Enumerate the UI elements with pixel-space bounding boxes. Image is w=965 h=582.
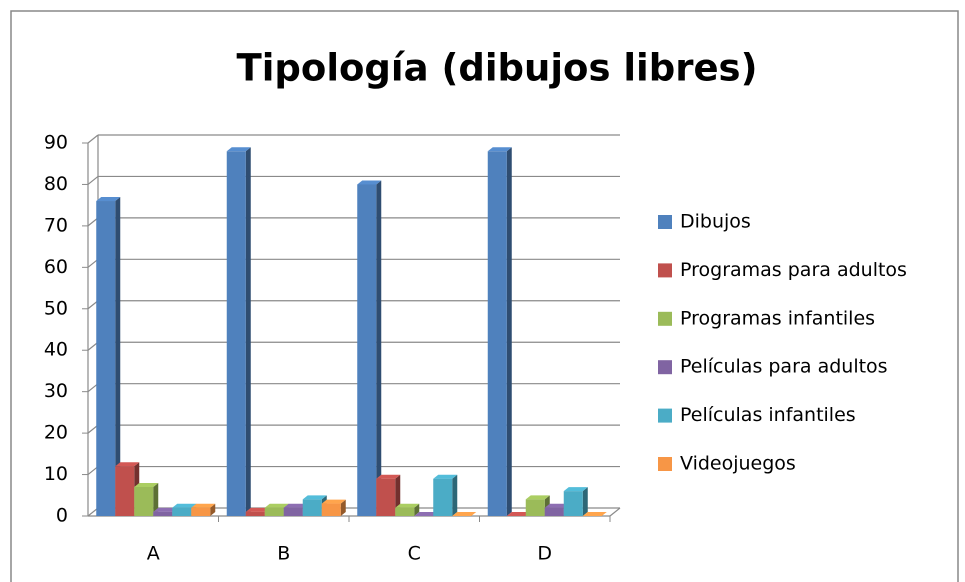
bar-top — [563, 487, 588, 492]
bar — [433, 478, 453, 516]
grid-line-side — [87, 134, 99, 144]
chart-title: Tipología (dibujos libres) — [237, 47, 758, 90]
y-tick-label: 70 — [44, 214, 68, 236]
bar — [544, 507, 564, 516]
bar-side — [376, 180, 382, 516]
bar-top — [525, 495, 550, 500]
bar — [487, 151, 507, 517]
bar-top — [153, 507, 178, 512]
bar-top — [544, 503, 569, 508]
bar-top — [433, 474, 458, 479]
x-tick-label: B — [277, 543, 290, 565]
bar-top — [357, 180, 382, 185]
bar — [525, 499, 545, 516]
bar — [376, 478, 396, 516]
bar-side — [582, 487, 588, 516]
bar-top — [134, 482, 159, 487]
bar — [395, 507, 415, 516]
bar-top — [226, 147, 251, 152]
bar — [283, 507, 303, 516]
bar — [563, 491, 583, 516]
bar-top — [452, 512, 477, 516]
bar-top — [487, 147, 512, 152]
bar-side — [414, 503, 420, 516]
bar — [302, 499, 322, 516]
bar — [264, 507, 284, 516]
legend-swatch — [658, 215, 672, 229]
bar-top — [96, 197, 121, 202]
bar-top — [191, 503, 216, 508]
bar-side — [506, 147, 512, 517]
y-tick-label: 60 — [44, 256, 68, 278]
bar-top — [376, 474, 401, 479]
bar-side — [115, 197, 121, 516]
y-tick-label: 30 — [44, 380, 68, 402]
bar-top — [506, 512, 531, 516]
legend-swatch — [658, 360, 672, 375]
bar-side — [210, 503, 216, 516]
legend-label: Películas para adultos — [680, 356, 888, 378]
bar-side — [340, 499, 346, 516]
bar — [172, 507, 192, 516]
bar — [115, 466, 135, 516]
bar — [357, 184, 377, 516]
bar-top — [115, 462, 140, 467]
x-tick-label: D — [537, 543, 552, 565]
bar-side — [245, 147, 251, 517]
y-tick-label: 0 — [56, 505, 68, 527]
bar-top — [245, 507, 270, 512]
legend-label: Programas infantiles — [680, 307, 875, 329]
bar-top — [283, 503, 308, 508]
legend-label: Videojuegos — [680, 453, 796, 475]
bar-top — [582, 512, 607, 516]
bar — [226, 151, 246, 517]
bar — [96, 201, 116, 516]
bar-top — [264, 503, 289, 508]
bar-top — [395, 503, 420, 508]
grid-line-side — [87, 175, 99, 185]
x-tick-label: A — [147, 543, 160, 565]
y-tick-label: 80 — [44, 173, 68, 195]
y-tick-label: 20 — [44, 422, 68, 444]
bar — [134, 486, 154, 516]
bar-side — [452, 474, 458, 516]
y-tick-label: 40 — [44, 339, 68, 361]
bar-top — [414, 512, 439, 516]
y-tick-label: 10 — [44, 463, 68, 485]
legend-swatch — [658, 408, 672, 423]
legend-label: Dibujos — [680, 211, 751, 233]
x-tick-label: C — [408, 543, 421, 565]
y-tick-label: 50 — [44, 297, 68, 319]
legend-label: Programas para adultos — [680, 259, 907, 281]
y-tick-label: 90 — [44, 132, 68, 154]
bar-side — [153, 482, 159, 516]
legend-swatch — [658, 263, 672, 278]
chart-frame — [10, 10, 959, 582]
legend-label: Películas infantiles — [680, 404, 856, 426]
bar-top — [172, 503, 197, 508]
bar — [321, 503, 341, 516]
x-axis-edge — [609, 507, 621, 517]
bar-top — [302, 495, 327, 500]
legend-swatch — [658, 311, 672, 326]
bar-top — [321, 499, 346, 504]
bar — [245, 511, 265, 516]
bar — [191, 507, 211, 516]
legend-swatch — [658, 457, 672, 471]
bar — [153, 511, 173, 516]
